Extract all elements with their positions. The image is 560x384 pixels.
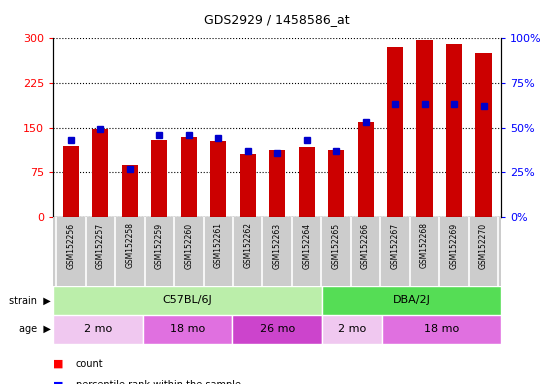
Bar <box>382 315 501 344</box>
Text: GSM152265: GSM152265 <box>332 222 340 269</box>
Bar <box>63 146 79 217</box>
Text: age  ▶: age ▶ <box>18 324 50 334</box>
Text: DBA/2J: DBA/2J <box>393 295 431 306</box>
Text: GSM152257: GSM152257 <box>96 222 105 269</box>
Text: GSM152270: GSM152270 <box>479 222 488 269</box>
Bar <box>143 315 232 344</box>
Text: GDS2929 / 1458586_at: GDS2929 / 1458586_at <box>204 13 350 26</box>
Text: GSM152263: GSM152263 <box>273 222 282 269</box>
Text: 2 mo: 2 mo <box>338 324 366 334</box>
Text: GSM152256: GSM152256 <box>67 222 76 269</box>
Text: percentile rank within the sample: percentile rank within the sample <box>76 380 241 384</box>
Bar <box>322 286 501 315</box>
Text: GSM152268: GSM152268 <box>420 222 429 268</box>
Bar <box>387 47 403 217</box>
Bar <box>446 44 462 217</box>
Text: C57BL/6J: C57BL/6J <box>163 295 212 306</box>
Text: GSM152259: GSM152259 <box>155 222 164 269</box>
Text: 2 mo: 2 mo <box>84 324 112 334</box>
Bar <box>181 137 197 217</box>
Text: GSM152266: GSM152266 <box>361 222 370 269</box>
Bar <box>328 150 344 217</box>
Bar <box>53 315 143 344</box>
Bar <box>232 315 322 344</box>
Text: GSM152258: GSM152258 <box>125 222 134 268</box>
Text: GSM152262: GSM152262 <box>243 222 252 268</box>
Text: strain  ▶: strain ▶ <box>8 295 50 306</box>
Bar <box>151 140 167 217</box>
Bar <box>122 165 138 217</box>
Text: 26 mo: 26 mo <box>260 324 295 334</box>
Bar <box>240 154 256 217</box>
Bar <box>92 129 109 217</box>
Bar <box>210 141 226 217</box>
Text: ■: ■ <box>53 380 64 384</box>
Bar <box>322 315 382 344</box>
Text: ■: ■ <box>53 359 64 369</box>
Bar <box>417 40 433 217</box>
Text: GSM152264: GSM152264 <box>302 222 311 269</box>
Text: GSM152260: GSM152260 <box>184 222 193 269</box>
Text: GSM152267: GSM152267 <box>390 222 400 269</box>
Text: 18 mo: 18 mo <box>424 324 459 334</box>
Bar <box>357 122 374 217</box>
Text: GSM152269: GSM152269 <box>450 222 459 269</box>
Text: GSM152261: GSM152261 <box>214 222 223 268</box>
Bar <box>53 286 322 315</box>
Bar <box>269 150 285 217</box>
Bar <box>475 53 492 217</box>
Bar <box>298 147 315 217</box>
Text: count: count <box>76 359 103 369</box>
Text: 18 mo: 18 mo <box>170 324 205 334</box>
